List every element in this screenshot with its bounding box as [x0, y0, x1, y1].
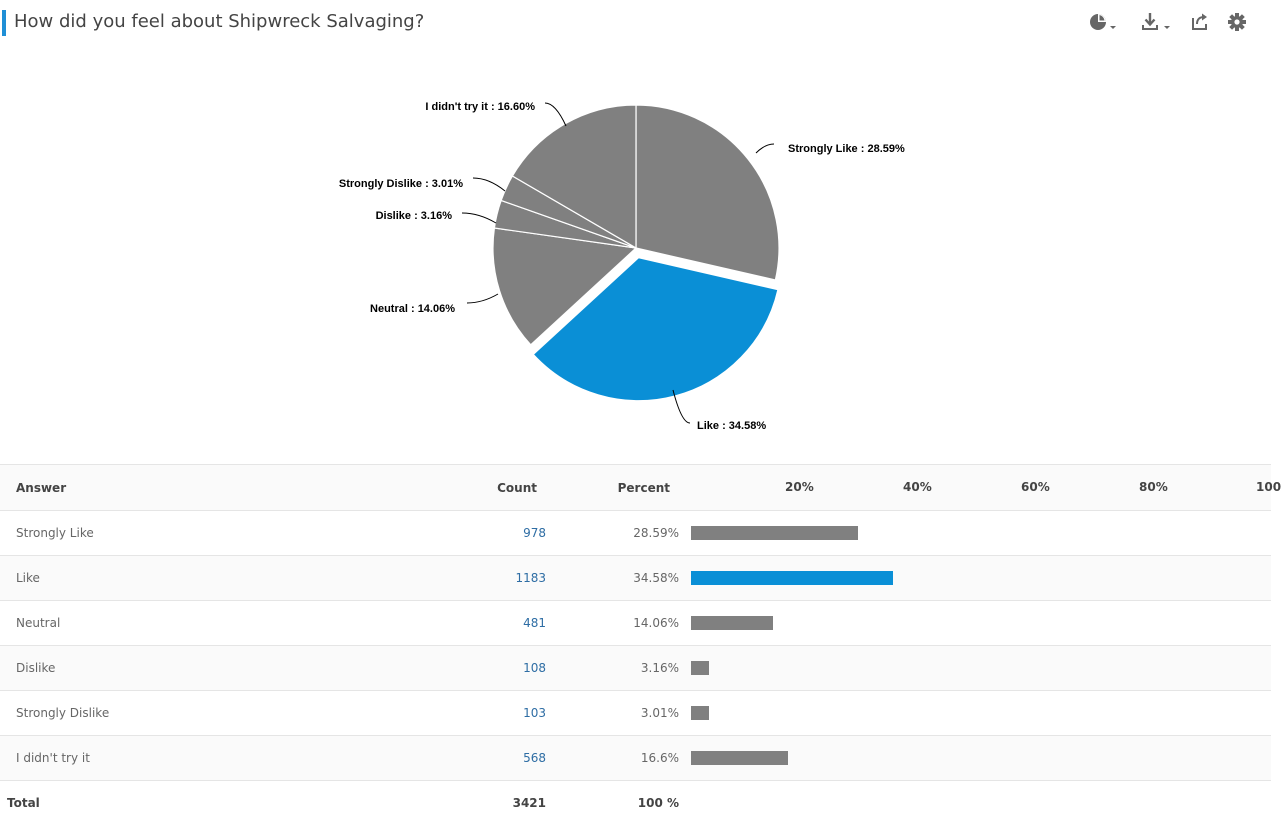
answer-cell: Like: [0, 556, 476, 601]
percent-bar: [691, 706, 709, 720]
bar-cell: [679, 736, 1271, 781]
pie-data-label: Like : 34.58%: [697, 420, 766, 432]
pie-label-connector: [545, 103, 566, 126]
total-label: Total: [0, 781, 476, 825]
answer-cell: Strongly Like: [0, 511, 476, 556]
bar-cell: [679, 646, 1271, 691]
scale-tick-label: 100%: [1256, 480, 1281, 494]
table-row: Dislike 108 3.16%: [0, 646, 1271, 691]
pie-label-connector: [462, 213, 496, 223]
download-icon[interactable]: [1141, 10, 1175, 32]
share-icon[interactable]: [1190, 10, 1210, 32]
percent-cell: 34.58%: [546, 556, 679, 601]
answer-cell: Strongly Dislike: [0, 691, 476, 736]
pie-label-connector: [756, 144, 774, 153]
answer-cell: Neutral: [0, 601, 476, 646]
pie-chart-svg: Strongly Like : 28.59% Like : 34.58% Neutr…: [0, 60, 1281, 460]
percent-cell: 16.6%: [546, 736, 679, 781]
pie-data-label: Dislike : 3.16%: [376, 210, 453, 222]
answer-header: Answer: [0, 465, 476, 511]
toolbar: [0, 10, 1281, 36]
table-row: I didn't try it 568 16.6%: [0, 736, 1271, 781]
percent-header: Percent: [546, 465, 679, 511]
table-row: Strongly Like 978 28.59%: [0, 511, 1271, 556]
scale-tick-label: 40%: [903, 480, 932, 494]
scale-tick-label: 60%: [1021, 480, 1050, 494]
scale-tick-label: 20%: [785, 480, 814, 494]
bar-cell: [679, 601, 1271, 646]
pie-data-label: Strongly Like : 28.59%: [788, 143, 905, 155]
pie-label-connector: [473, 178, 505, 191]
scale-header: 20%40%60%80%100%: [679, 465, 1271, 511]
percent-cell: 3.01%: [546, 691, 679, 736]
table-row: Neutral 481 14.06%: [0, 601, 1271, 646]
results-table: Answer Count Percent 20%40%60%80%100% St…: [0, 464, 1271, 825]
pie-chart: Strongly Like : 28.59% Like : 34.58% Neutr…: [0, 60, 1281, 460]
count-cell[interactable]: 108: [476, 646, 546, 691]
percent-bar: [691, 751, 788, 765]
bar-cell: [679, 691, 1271, 736]
percent-cell: 28.59%: [546, 511, 679, 556]
table-header-row: Answer Count Percent 20%40%60%80%100%: [0, 465, 1271, 511]
answer-cell: I didn't try it: [0, 736, 476, 781]
pie-data-label: I didn't try it : 16.60%: [425, 101, 535, 113]
total-count: 3421: [476, 781, 546, 825]
bar-cell: [679, 556, 1271, 601]
percent-cell: 14.06%: [546, 601, 679, 646]
count-cell[interactable]: 481: [476, 601, 546, 646]
pie-data-label: Strongly Dislike : 3.01%: [339, 178, 463, 190]
pie-slice-strongly-like[interactable]: [636, 105, 779, 280]
percent-bar: [691, 661, 709, 675]
pie-data-label: Neutral : 14.06%: [370, 303, 455, 315]
percent-bar: [691, 571, 893, 585]
total-row: Total 3421 100 %: [0, 781, 1271, 825]
percent-cell: 3.16%: [546, 646, 679, 691]
answer-cell: Dislike: [0, 646, 476, 691]
total-percent: 100 %: [546, 781, 679, 825]
gear-icon[interactable]: [1227, 10, 1247, 32]
count-header: Count: [476, 465, 546, 511]
count-cell[interactable]: 1183: [476, 556, 546, 601]
scale-tick-label: 80%: [1139, 480, 1168, 494]
count-cell[interactable]: 103: [476, 691, 546, 736]
pie-label-connector: [467, 294, 498, 303]
table-row: Strongly Dislike 103 3.01%: [0, 691, 1271, 736]
bar-cell: [679, 511, 1271, 556]
count-cell[interactable]: 568: [476, 736, 546, 781]
count-cell[interactable]: 978: [476, 511, 546, 556]
table-row: Like 1183 34.58%: [0, 556, 1271, 601]
percent-bar: [691, 526, 858, 540]
chart-type-icon[interactable]: [1089, 10, 1121, 32]
percent-bar: [691, 616, 773, 630]
